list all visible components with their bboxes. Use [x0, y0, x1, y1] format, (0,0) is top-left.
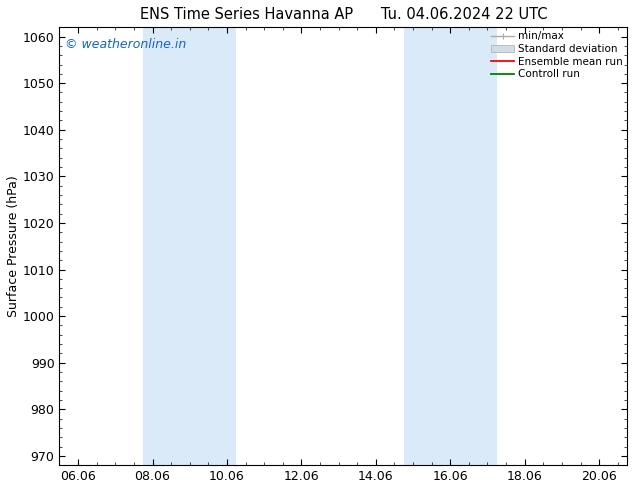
- Bar: [404, 27, 497, 465]
- Legend: min/max, Standard deviation, Ensemble mean run, Controll run: min/max, Standard deviation, Ensemble me…: [489, 29, 625, 81]
- Bar: [143, 27, 236, 465]
- Y-axis label: Surface Pressure (hPa): Surface Pressure (hPa): [7, 175, 20, 317]
- Title: ENS Time Series Havanna AP      Tu. 04.06.2024 22 UTC: ENS Time Series Havanna AP Tu. 04.06.202…: [139, 7, 547, 22]
- Text: © weatheronline.in: © weatheronline.in: [65, 38, 186, 51]
